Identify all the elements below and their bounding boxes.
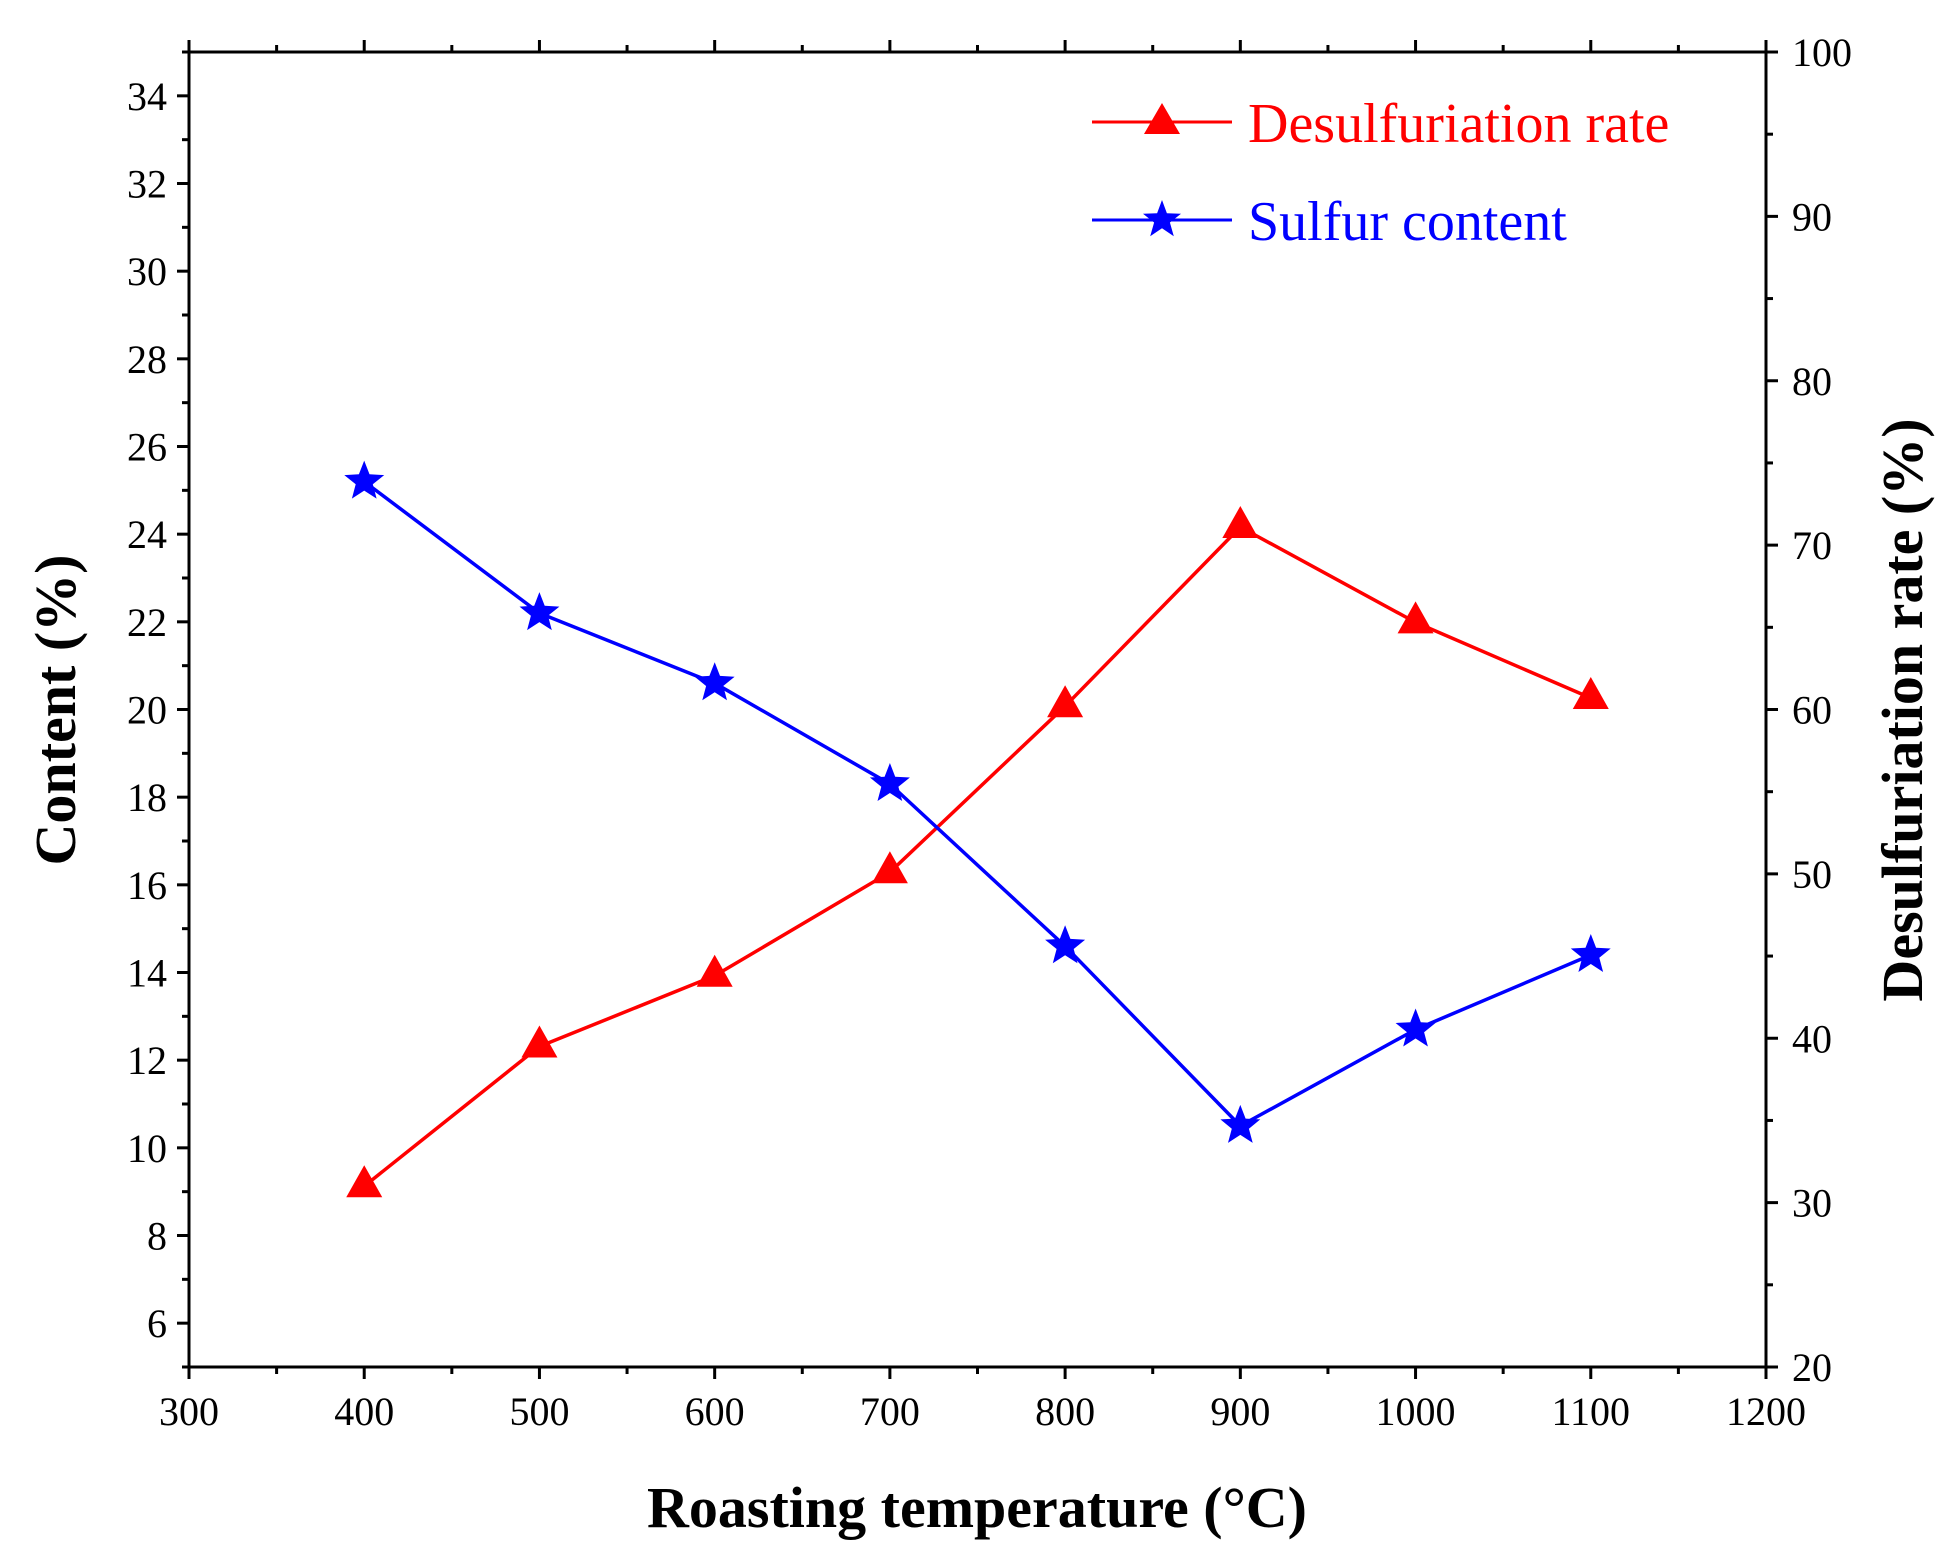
y-left-tick-label: 28 <box>127 337 167 382</box>
y-left-tick-label: 32 <box>127 162 167 207</box>
y-right-tick-label: 20 <box>1792 1345 1832 1390</box>
data-point-sulfur-content <box>869 763 910 801</box>
data-point-sulfur-content <box>1395 1008 1436 1047</box>
legend-marker-triangle-icon <box>1144 103 1180 134</box>
x-axis: 300 400 500 600 700 800 900 1000 1100 1200 <box>159 40 1806 1434</box>
legend-label-sulfur-content: Sulfur content <box>1248 191 1567 253</box>
x-tick-label: 300 <box>159 1389 219 1434</box>
x-tick-label: 1200 <box>1726 1389 1806 1434</box>
y-right-tick-label: 90 <box>1792 194 1832 239</box>
y-left-tick-label: 20 <box>127 688 167 733</box>
x-tick-label: 500 <box>509 1389 569 1434</box>
y-right-tick-label: 60 <box>1792 688 1832 733</box>
data-point-desulfuriation-rate <box>696 954 733 987</box>
y-left-tick-label: 16 <box>127 863 167 908</box>
data-point-desulfuriation-rate <box>871 851 908 884</box>
y-left-tick-label: 10 <box>127 1126 167 1171</box>
x-tick-label: 1100 <box>1552 1389 1631 1434</box>
y-right-tick-label: 50 <box>1792 852 1832 897</box>
y-left-tick-label: 12 <box>127 1038 167 1083</box>
x-tick-label: 400 <box>334 1389 394 1434</box>
data-point-desulfuriation-rate <box>521 1025 558 1058</box>
data-point-sulfur-content <box>519 592 560 631</box>
y-right-tick-label: 70 <box>1792 523 1832 568</box>
data-point-sulfur-content <box>694 662 735 701</box>
legend: Desulfuriation rate Sulfur content <box>1092 93 1669 253</box>
data-point-sulfur-content <box>1570 934 1611 972</box>
y-right-tick-label: 100 <box>1792 30 1852 75</box>
legend-item-desulfuriation-rate: Desulfuriation rate <box>1092 93 1669 155</box>
data-point-desulfuriation-rate <box>1572 676 1609 709</box>
data-point-desulfuriation-rate <box>1222 506 1259 539</box>
y-right-tick-label: 40 <box>1792 1016 1832 1061</box>
data-point-sulfur-content <box>344 460 385 499</box>
y-left-tick-label: 6 <box>147 1301 167 1346</box>
y-left-tick-label: 30 <box>127 249 167 294</box>
data-point-desulfuriation-rate <box>1047 685 1084 718</box>
y-left-tick-label: 8 <box>147 1214 167 1259</box>
y-axis-right-title: Desulfuriation rate (%) <box>1870 418 1935 1001</box>
y-right-tick-label: 30 <box>1792 1181 1832 1226</box>
y-left-tick-label: 26 <box>127 425 167 470</box>
x-tick-label: 1000 <box>1376 1389 1456 1434</box>
y-left-tick-label: 18 <box>127 775 167 820</box>
x-tick-label: 700 <box>860 1389 920 1434</box>
series-layer <box>344 460 1611 1198</box>
data-point-desulfuriation-rate <box>346 1165 383 1198</box>
x-tick-label: 900 <box>1210 1389 1270 1434</box>
series-line-sulfur-content <box>363 480 1592 1128</box>
y-left-tick-label: 24 <box>127 512 167 557</box>
y-axis-left-title: Content (%) <box>23 555 88 866</box>
x-tick-label: 800 <box>1035 1389 1095 1434</box>
legend-marker-star-icon <box>1143 200 1181 237</box>
y-left-tick-label: 34 <box>127 74 167 119</box>
data-point-desulfuriation-rate <box>1397 601 1434 634</box>
y-right-tick-label: 80 <box>1792 359 1832 404</box>
series-line-desulfuriation-rate <box>363 525 1592 1188</box>
y-left-tick-label: 22 <box>127 600 167 645</box>
legend-item-sulfur-content: Sulfur content <box>1092 191 1567 253</box>
x-tick-label: 600 <box>685 1389 745 1434</box>
y-axis-right: 20 30 40 50 60 70 80 90 100 <box>1766 30 1852 1390</box>
data-point-sulfur-content <box>1045 925 1086 964</box>
legend-label-desulfuriation-rate: Desulfuriation rate <box>1248 93 1669 155</box>
x-axis-title: Roasting temperature (°C) <box>647 1475 1307 1540</box>
y-axis-left: 6 8 10 12 14 16 18 20 22 24 26 28 30 32 34 <box>127 50 189 1369</box>
y-left-tick-label: 14 <box>127 951 167 996</box>
data-point-sulfur-content <box>1220 1104 1261 1143</box>
